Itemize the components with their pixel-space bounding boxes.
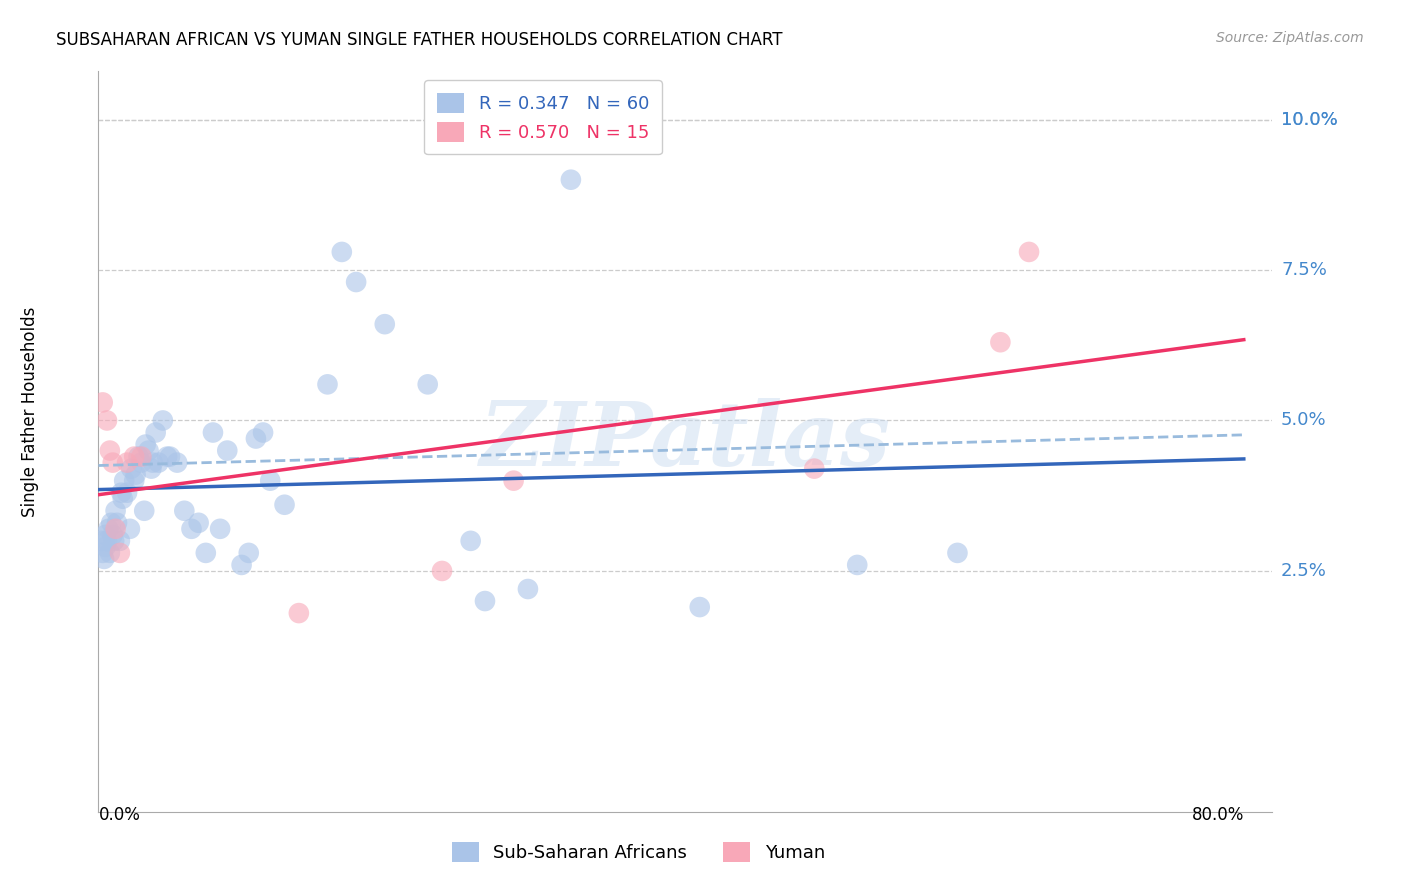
- Text: 10.0%: 10.0%: [1281, 111, 1337, 128]
- Point: [560, 172, 582, 186]
- Point: [98, 443, 121, 458]
- Point: [1018, 244, 1040, 259]
- Text: Single Father Households: Single Father Households: [21, 306, 39, 516]
- Point: [131, 456, 153, 470]
- Point: [118, 522, 141, 536]
- Point: [209, 522, 232, 536]
- Point: [689, 600, 711, 615]
- Text: ZIPatlas: ZIPatlas: [479, 399, 891, 484]
- Point: [990, 335, 1012, 350]
- Point: [374, 317, 396, 331]
- Point: [97, 522, 120, 536]
- Point: [115, 456, 138, 470]
- Point: [474, 594, 496, 608]
- Point: [430, 564, 453, 578]
- Point: [90, 533, 112, 548]
- Point: [141, 461, 163, 475]
- Point: [103, 533, 125, 548]
- Point: [252, 425, 274, 440]
- Point: [166, 456, 188, 470]
- Text: 10.0%: 10.0%: [1281, 111, 1337, 128]
- Point: [946, 546, 969, 560]
- Point: [201, 425, 224, 440]
- Text: SUBSAHARAN AFRICAN VS YUMAN SINGLE FATHER HOUSEHOLDS CORRELATION CHART: SUBSAHARAN AFRICAN VS YUMAN SINGLE FATHE…: [56, 31, 783, 49]
- Point: [96, 533, 118, 548]
- Point: [187, 516, 209, 530]
- Point: [194, 546, 217, 560]
- Point: [108, 546, 131, 560]
- Point: [108, 533, 131, 548]
- Point: [288, 606, 311, 620]
- Point: [110, 485, 132, 500]
- Point: [156, 450, 179, 464]
- Point: [502, 474, 524, 488]
- Point: [104, 522, 127, 536]
- Point: [159, 450, 181, 464]
- Point: [94, 528, 117, 542]
- Point: [131, 450, 153, 464]
- Text: 5.0%: 5.0%: [1281, 411, 1327, 429]
- Point: [273, 498, 295, 512]
- Point: [238, 546, 260, 560]
- Point: [120, 461, 142, 475]
- Point: [135, 437, 157, 451]
- Point: [152, 413, 174, 427]
- Point: [803, 461, 825, 475]
- Point: [101, 528, 124, 542]
- Point: [105, 516, 128, 530]
- Point: [173, 504, 195, 518]
- Point: [344, 275, 367, 289]
- Point: [259, 474, 281, 488]
- Text: Source: ZipAtlas.com: Source: ZipAtlas.com: [1216, 31, 1364, 45]
- Point: [111, 491, 134, 506]
- Point: [98, 546, 121, 560]
- Point: [122, 474, 145, 488]
- Point: [180, 522, 202, 536]
- Point: [846, 558, 869, 572]
- Point: [330, 244, 353, 259]
- Point: [115, 485, 138, 500]
- Point: [104, 504, 127, 518]
- Point: [134, 504, 156, 518]
- Legend: Sub-Saharan Africans, Yuman: Sub-Saharan Africans, Yuman: [444, 835, 832, 870]
- Point: [245, 432, 267, 446]
- Point: [138, 443, 160, 458]
- Point: [516, 582, 538, 596]
- Point: [101, 456, 124, 470]
- Point: [316, 377, 339, 392]
- Text: 80.0%: 80.0%: [1191, 805, 1244, 823]
- Point: [112, 474, 135, 488]
- Text: 0.0%: 0.0%: [98, 805, 141, 823]
- Point: [231, 558, 253, 572]
- Point: [145, 425, 167, 440]
- Point: [94, 540, 117, 554]
- Text: 7.5%: 7.5%: [1281, 261, 1327, 279]
- Point: [91, 395, 114, 409]
- Point: [93, 552, 115, 566]
- Point: [460, 533, 482, 548]
- Point: [100, 516, 122, 530]
- Point: [416, 377, 439, 392]
- Point: [142, 456, 165, 470]
- Point: [148, 456, 170, 470]
- Point: [91, 546, 114, 560]
- Point: [217, 443, 239, 458]
- Point: [122, 450, 145, 464]
- Point: [128, 450, 150, 464]
- Point: [96, 413, 118, 427]
- Point: [124, 467, 146, 482]
- Text: 2.5%: 2.5%: [1281, 562, 1327, 580]
